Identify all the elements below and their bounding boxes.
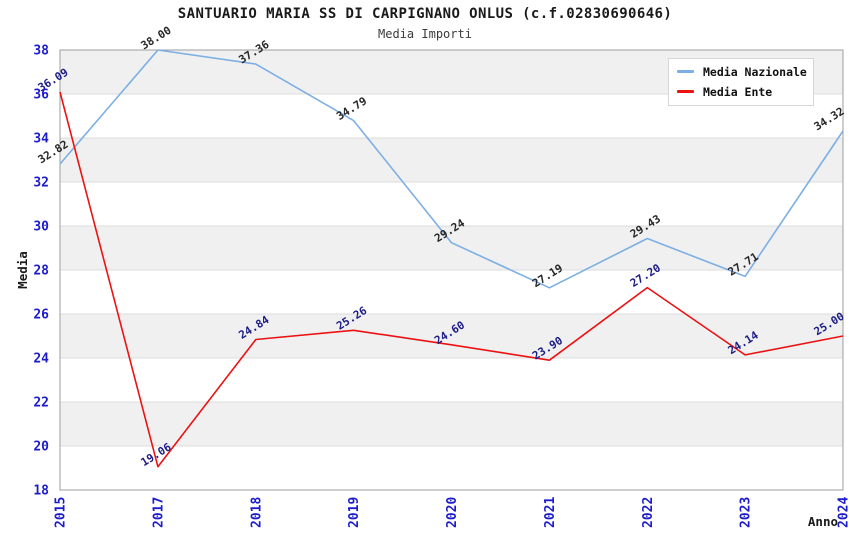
plot-band xyxy=(60,138,843,182)
y-tick-label: 28 xyxy=(33,264,49,279)
y-tick-label: 22 xyxy=(33,396,49,411)
chart-title: SANTUARIO MARIA SS DI CARPIGNANO ONLUS (… xyxy=(177,6,673,22)
x-tick-label: 2018 xyxy=(249,497,264,528)
plot-band xyxy=(60,226,843,270)
y-tick-label: 32 xyxy=(33,176,49,191)
y-tick-label: 20 xyxy=(33,440,49,455)
x-tick-label: 2017 xyxy=(151,497,166,528)
x-tick-label: 2021 xyxy=(543,497,558,528)
legend-line-swatch-nazionale xyxy=(677,70,694,73)
y-axis-title: Media xyxy=(15,251,30,289)
data-point-label: 38.00 xyxy=(139,24,174,53)
x-tick-label: 2024 xyxy=(837,497,850,528)
series-line-media-ente xyxy=(59,91,844,468)
y-tick-label: 30 xyxy=(33,220,49,235)
x-tick-label: 2015 xyxy=(54,497,69,528)
plot-band xyxy=(60,402,843,446)
y-tick-label: 38 xyxy=(33,44,49,59)
y-tick-label: 26 xyxy=(33,308,49,323)
plot-border xyxy=(59,49,844,491)
x-tick-label: 2020 xyxy=(445,497,460,528)
legend-item-media-ente: Media Ente xyxy=(677,84,805,99)
plot-band xyxy=(60,314,843,358)
x-axis-title: Anno xyxy=(808,514,838,529)
legend: Media Nazionale Media Ente xyxy=(668,58,814,106)
legend-item-media-nazionale: Media Nazionale xyxy=(677,64,807,79)
x-tick-label: 2023 xyxy=(739,497,754,528)
x-tick-label: 2022 xyxy=(641,497,656,528)
y-tick-label: 36 xyxy=(33,88,49,103)
legend-line-swatch-ente xyxy=(677,90,694,93)
data-point-label: 34.32 xyxy=(812,105,847,134)
y-tick-label: 34 xyxy=(33,132,49,147)
y-tick-label: 18 xyxy=(33,484,49,499)
y-tick-label: 24 xyxy=(33,352,49,367)
legend-label-media-ente: Media Ente xyxy=(703,84,773,99)
legend-label-media-nazionale: Media Nazionale xyxy=(703,64,807,79)
series-line-media-nazionale xyxy=(59,49,844,289)
x-tick-label: 2019 xyxy=(347,497,362,528)
chart-subtitle: Media Importi xyxy=(378,27,472,41)
